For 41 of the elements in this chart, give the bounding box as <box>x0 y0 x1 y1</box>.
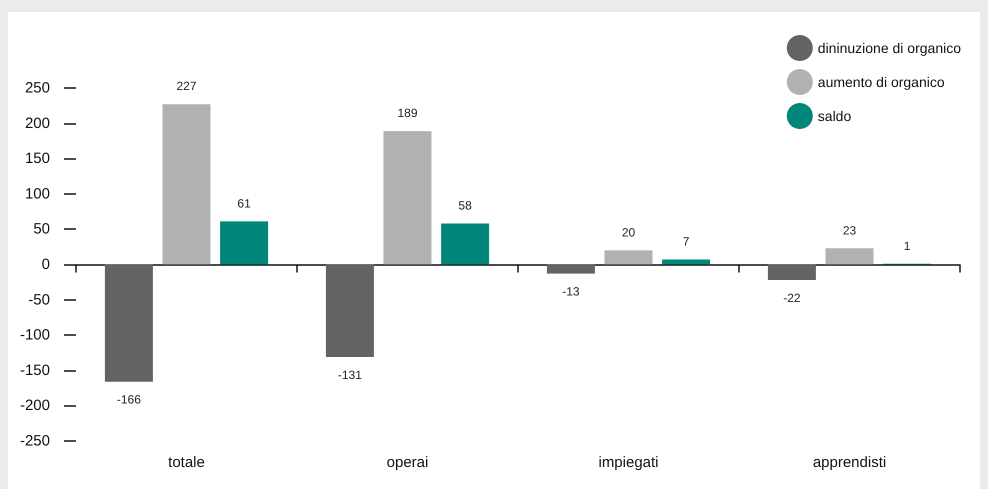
legend-label: dininuzione di organico <box>818 40 962 56</box>
x-tick-label: impiegati <box>598 454 659 471</box>
bar <box>662 260 710 264</box>
bar <box>104 264 153 382</box>
data-label: 23 <box>842 223 856 238</box>
y-tick-label: -200 <box>20 397 50 414</box>
data-label: -22 <box>783 291 801 306</box>
y-tick-label: 150 <box>24 150 50 168</box>
data-label: 61 <box>237 196 252 210</box>
legend-label: aumento di organico <box>818 74 945 90</box>
y-tick-label: -250 <box>20 432 50 450</box>
bar <box>768 264 816 280</box>
y-tick-label: -150 <box>20 362 50 379</box>
legend-label: saldo <box>818 108 852 124</box>
bar <box>326 264 374 357</box>
y-tick-label: 100 <box>24 185 50 202</box>
bar <box>441 224 490 264</box>
y-tick-label: 250 <box>24 80 50 96</box>
y-tick-label: 50 <box>33 220 50 238</box>
bar <box>162 104 210 264</box>
bar <box>384 131 432 264</box>
bar <box>604 250 652 264</box>
data-label: 58 <box>458 198 472 213</box>
x-tick-label: apprendisti <box>812 454 886 471</box>
x-tick-label: operai <box>386 454 428 471</box>
data-label: -13 <box>562 284 580 299</box>
data-label: 227 <box>176 79 197 94</box>
data-label: 7 <box>682 234 690 249</box>
data-label: -166 <box>116 392 142 407</box>
bar <box>220 221 268 264</box>
data-label: 189 <box>397 106 418 120</box>
y-tick-label: 0 <box>42 256 50 273</box>
data-label: -131 <box>338 368 362 382</box>
x-tick-label: totale <box>168 454 205 471</box>
y-tick-label: -50 <box>28 291 50 308</box>
bar <box>546 264 595 274</box>
bar <box>826 248 874 264</box>
y-tick-label: -100 <box>20 326 50 344</box>
data-label: 1 <box>904 238 911 253</box>
y-tick-label: 200 <box>24 114 50 132</box>
data-label: 20 <box>622 225 636 240</box>
